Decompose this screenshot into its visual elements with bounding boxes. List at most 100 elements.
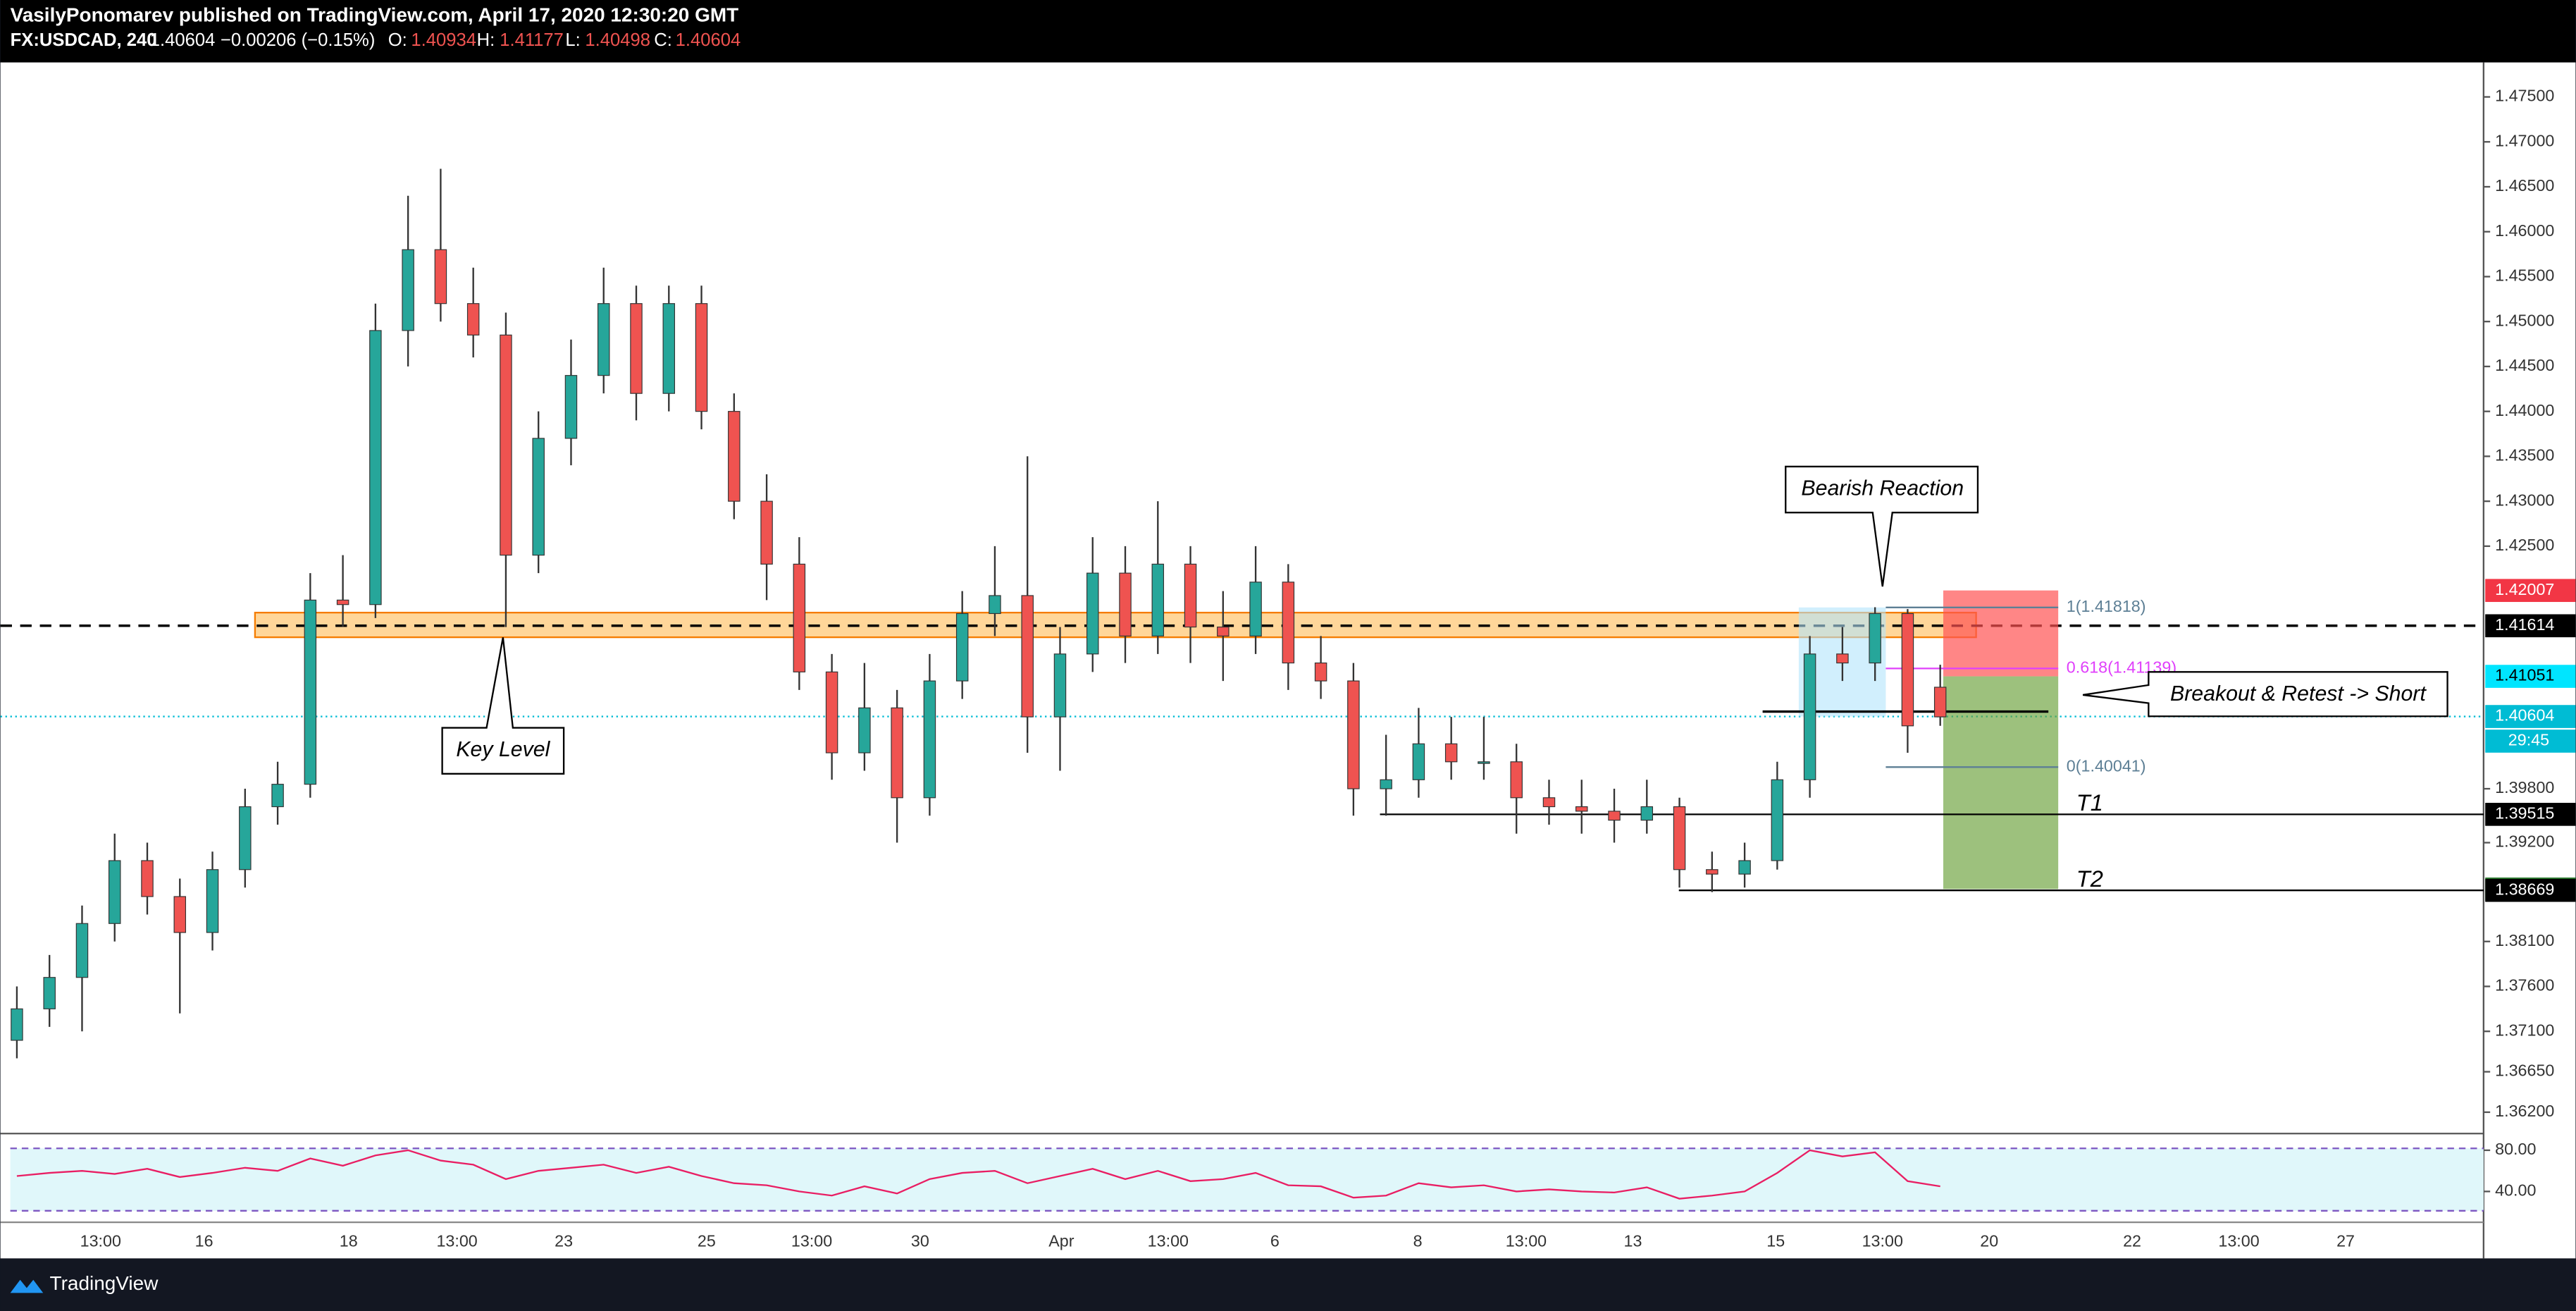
time-label: 13:00	[436, 1231, 477, 1250]
bearish-callout	[1785, 465, 1979, 587]
price-label-bg	[2485, 579, 2576, 603]
price-tick-label: 1.47000	[2495, 131, 2554, 149]
symbol: FX:USDCAD, 240	[11, 30, 157, 50]
candle-body	[173, 896, 187, 933]
candle-body	[1640, 806, 1654, 821]
candle-body	[1510, 761, 1523, 799]
time-label: 20	[1980, 1231, 1998, 1250]
candle-body	[402, 249, 414, 331]
price-tick-label: 1.36650	[2495, 1061, 2554, 1080]
time-label: 13:00	[1148, 1231, 1189, 1250]
candle-body	[1444, 743, 1458, 763]
h: 1.41177	[500, 30, 564, 50]
change: −0.00206 (−0.15%)	[221, 30, 375, 50]
candle-body	[891, 707, 903, 799]
price-label-bg	[2485, 614, 2576, 638]
rsi-band	[10, 1148, 2484, 1211]
candle-body	[466, 303, 480, 336]
candle-body	[532, 438, 545, 556]
time-label: 23	[555, 1231, 573, 1250]
price-tick-label: 1.44000	[2495, 401, 2554, 419]
candle-body	[662, 303, 676, 394]
time-label: 13:00	[80, 1231, 121, 1250]
time-label: 13:00	[1506, 1231, 1547, 1250]
candle-body	[955, 613, 969, 682]
candle-body	[1836, 653, 1849, 664]
stop-box	[1943, 590, 2059, 677]
target-box	[1943, 676, 2059, 890]
candle-body	[1771, 779, 1784, 861]
candle-body	[564, 375, 578, 439]
time-label: 13:00	[2218, 1231, 2259, 1250]
countdown-bg	[2485, 730, 2576, 753]
time-label: 15	[1766, 1231, 1785, 1250]
price-tick-label: 1.46000	[2495, 221, 2554, 240]
c: 1.40604	[676, 30, 741, 50]
price-tick-label: 1.46500	[2495, 176, 2554, 195]
price-tick-label: 1.37600	[2495, 976, 2554, 995]
price-label-bg	[2485, 878, 2576, 902]
candle-body	[1933, 687, 1947, 718]
price-label-bg	[2485, 803, 2576, 826]
price-tick-label: 1.43000	[2495, 491, 2554, 509]
candle-body	[1053, 653, 1067, 718]
price-tick-label: 1.39800	[2495, 778, 2554, 796]
price-tick-label: 1.45500	[2495, 266, 2554, 285]
annotations: Key Level Bearish Reaction Breakout & Re…	[441, 465, 2448, 775]
candle-body	[1119, 572, 1132, 636]
time-label: 16	[195, 1231, 213, 1250]
time-label: 25	[698, 1231, 716, 1250]
c-label: C:	[654, 30, 672, 50]
candle-body	[695, 303, 708, 412]
last: 1.40604	[150, 30, 216, 50]
candle-body	[1901, 613, 1914, 727]
time-label: 18	[340, 1231, 358, 1250]
candle-body	[109, 860, 121, 924]
fib-label: 0(1.40041)	[2067, 756, 2146, 775]
publisher: VasilyPonomarev published on TradingView…	[11, 4, 739, 26]
candle-body	[1803, 653, 1816, 780]
candle-body	[1217, 627, 1230, 636]
candle-body	[500, 334, 512, 556]
price-label: 1.42007	[2495, 580, 2554, 598]
breakout-callout	[2082, 671, 2448, 718]
footer-bar	[0, 1258, 2576, 1311]
l: 1.40498	[585, 30, 650, 50]
rsi-line	[16, 1149, 1940, 1200]
price-label: 1.38669	[2495, 880, 2554, 898]
brand: TradingView	[50, 1272, 159, 1294]
candle-body	[1184, 563, 1197, 628]
candle-body	[304, 599, 317, 785]
h-label: H:	[477, 30, 495, 50]
candle-body	[434, 249, 447, 304]
price-label-bg	[2485, 705, 2576, 728]
candle-body	[989, 595, 1001, 615]
candle-body	[1282, 581, 1295, 664]
candle-body	[271, 784, 284, 808]
candle-body	[43, 977, 56, 1009]
candle-body	[728, 411, 741, 502]
candle-body	[1738, 860, 1751, 875]
price-label: 1.41051	[2495, 666, 2554, 684]
price-tick-label: 1.44500	[2495, 356, 2554, 374]
candle-body	[239, 806, 252, 870]
t2-label: T2	[2076, 866, 2103, 892]
price-tick-label: 1.37100	[2495, 1021, 2554, 1039]
candle-body	[336, 599, 349, 605]
candle-body	[923, 680, 936, 799]
rsi-tick-label: 40.00	[2495, 1181, 2536, 1200]
candle-body	[760, 500, 773, 565]
logo	[10, 1279, 44, 1293]
candle-body	[11, 1008, 23, 1041]
candle-body	[206, 869, 219, 933]
candle-body	[369, 330, 382, 605]
time-label: 8	[1413, 1231, 1423, 1250]
candle-body	[75, 923, 89, 978]
time-label: 13:00	[1862, 1231, 1903, 1250]
candle-body	[1478, 761, 1490, 764]
candle-body	[1542, 797, 1556, 808]
candle-body	[1151, 563, 1165, 636]
candle-body	[1347, 680, 1360, 789]
rsi-tick-label: 80.00	[2495, 1140, 2536, 1158]
time-label: 6	[1270, 1231, 1280, 1250]
